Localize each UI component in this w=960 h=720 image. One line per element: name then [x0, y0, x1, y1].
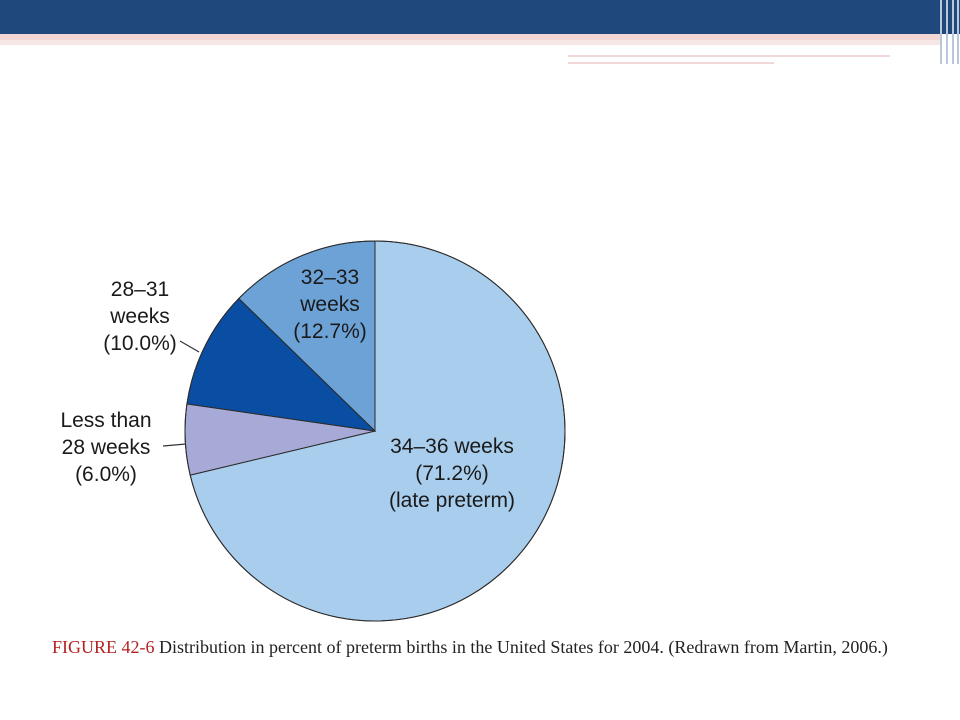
label-less-than-28-weeks-leader [162, 443, 187, 447]
label-28-31-weeks-line: (10.0%) [103, 332, 177, 355]
accent-line [568, 55, 890, 57]
label-34-36-weeks-line: (late preterm) [389, 489, 515, 512]
figure-caption: FIGURE 42-6 Distribution in percent of p… [52, 636, 922, 658]
label-28-31-weeks-line: 28–31 [111, 278, 169, 301]
title-bar-underline [0, 34, 940, 40]
caption-text: Distribution in percent of preterm birth… [154, 637, 888, 657]
figure-label: FIGURE 42-6 [52, 637, 155, 657]
label-28-31-weeks: 28–31 weeks (10.0%) [103, 278, 177, 355]
label-less-than-28-weeks: Less than 28 weeks (6.0%) [60, 409, 151, 486]
label-32-33-weeks-line: (12.7%) [293, 320, 367, 343]
label-28-31-weeks-line: weeks [109, 305, 170, 328]
label-34-36-weeks: 34–36 weeks (71.2%) (late preterm) [389, 435, 515, 512]
label-32-33-weeks-line: weeks [299, 293, 360, 316]
label-34-36-weeks-line: 34–36 weeks [390, 435, 514, 458]
label-34-36-weeks-line: (71.2%) [415, 462, 489, 485]
label-28-31-weeks-leader [179, 340, 200, 353]
edge-stripes [936, 0, 960, 64]
accent-line-short [568, 62, 774, 64]
title-bar [0, 0, 960, 34]
label-less-than-28-weeks-line: (6.0%) [75, 463, 137, 486]
pie-outline [184, 240, 566, 622]
label-32-33-weeks: 32–33 weeks (12.7%) [293, 266, 367, 343]
label-less-than-28-weeks-line: Less than [60, 409, 151, 432]
label-less-than-28-weeks-line: 28 weeks [62, 436, 151, 459]
label-32-33-weeks-line: 32–33 [301, 266, 359, 289]
title-bar-underline-light [0, 40, 940, 45]
pie-chart: 34–36 weeks (71.2%) (late preterm) Less tha… [60, 240, 566, 622]
